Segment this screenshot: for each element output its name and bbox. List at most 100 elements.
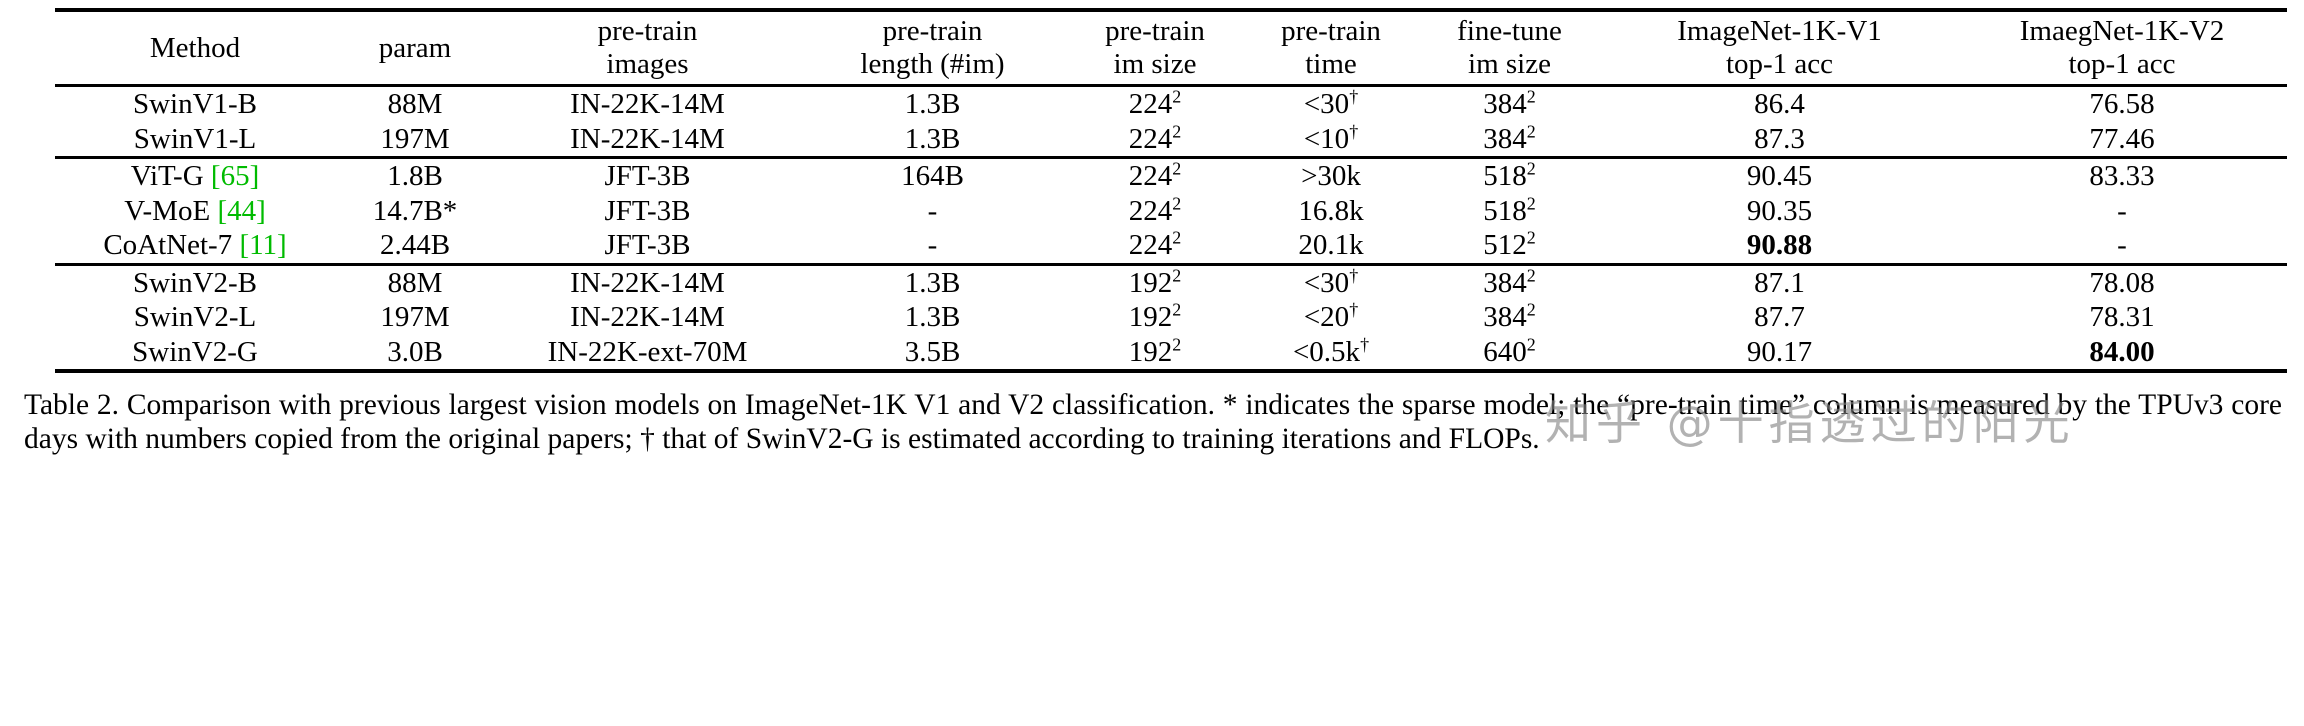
column-header-line: im size [1468, 48, 1551, 80]
column-header-line: time [1305, 48, 1357, 80]
table-cell: 2242 [1065, 228, 1245, 264]
column-header: pre-train images [495, 10, 800, 86]
cell-value: 640 [1483, 335, 1527, 368]
superscript: 2 [1172, 120, 1182, 141]
table-cell: 2242 [1065, 86, 1245, 122]
cell-value: 3.5B [904, 335, 961, 368]
table-cell: <0.5k† [1245, 335, 1417, 372]
table-header: Method param pre-train images pre-train lengt… [55, 10, 2287, 86]
cell-value: 224 [1128, 160, 1173, 192]
citation-link[interactable]: [11] [239, 229, 287, 261]
column-header: pre-train length (#im) [800, 10, 1065, 86]
cell-value: 78.31 [2089, 301, 2155, 333]
cell-value: <20 [1303, 301, 1350, 333]
table-cell: <30† [1245, 264, 1417, 300]
table-cell: 87.7 [1602, 300, 1957, 335]
table-cell: 88M [335, 264, 495, 300]
cell-value: 90.45 [1746, 160, 1813, 192]
cell-value: 3.0B [387, 335, 443, 368]
superscript: 2 [1526, 120, 1536, 141]
cell-value: 1.8B [387, 160, 443, 192]
table-caption: Table 2. Comparison with previous larges… [24, 388, 2282, 456]
cell-value: 88M [387, 88, 443, 120]
cell-value: JFT-3B [604, 229, 691, 261]
cell-value: <30 [1303, 266, 1350, 299]
table-cell: 1.3B [800, 264, 1065, 300]
table-cell: V-MoE [44] [55, 194, 335, 229]
table-cell: JFT-3B [495, 228, 800, 264]
superscript: 2 [1172, 192, 1182, 213]
cell-value: 224 [1128, 194, 1173, 227]
table-cell: 3.5B [800, 335, 1065, 372]
column-header-line: param [378, 31, 452, 64]
cell-value: 197M [380, 301, 450, 333]
table-cell: IN-22K-14M [495, 264, 800, 300]
results-table-container: Method param pre-train images pre-train lengt… [55, 8, 2287, 373]
table-row: SwinV1-B 88M IN-22K-14M 1.3B 2242 <30† 3842 86.… [55, 86, 2287, 122]
table-cell: 87.3 [1602, 122, 1957, 158]
table-cell: 1922 [1065, 335, 1245, 372]
table-cell: - [1957, 228, 2287, 264]
cell-value: 2.44B [379, 229, 451, 261]
cell-value: 1.3B [904, 88, 961, 120]
table-cell: 1922 [1065, 264, 1245, 300]
cell-value: 90.35 [1746, 194, 1813, 227]
cell-value: >30k [1301, 160, 1361, 192]
column-header-line: pre-train [1105, 15, 1205, 47]
column-header: fine-tune im size [1417, 10, 1602, 86]
table-cell: SwinV2-G [55, 335, 335, 372]
table-cell: SwinV2-L [55, 300, 335, 335]
cell-value: JFT-3B [604, 194, 691, 227]
table-cell: 5122 [1417, 228, 1602, 264]
cell-value: 87.3 [1754, 122, 1805, 155]
table-cell: 1.3B [800, 122, 1065, 158]
table-cell: JFT-3B [495, 158, 800, 194]
caption-text: Comparison with previous largest vision … [24, 389, 2283, 455]
citation-link[interactable]: [44] [217, 194, 266, 227]
superscript: 2 [1172, 333, 1182, 354]
cell-value: 20.1k [1298, 229, 1364, 261]
table-cell: 77.46 [1957, 122, 2287, 158]
table-cell: 6402 [1417, 335, 1602, 372]
column-header: param [335, 10, 495, 86]
table-cell: 2.44B [335, 228, 495, 264]
superscript: 2 [1526, 192, 1536, 213]
cell-value: IN-22K-14M [570, 88, 725, 120]
cell-value: - [927, 229, 938, 261]
cell-value: 77.46 [2089, 122, 2155, 155]
table-cell: <20† [1245, 300, 1417, 335]
cell-value: 192 [1128, 335, 1173, 368]
table-cell: <10† [1245, 122, 1417, 158]
column-header-line: top-1 acc [1725, 48, 1834, 80]
cell-value: 384 [1483, 266, 1527, 299]
cell-value: 14.7B* [372, 194, 458, 227]
column-header-line: im size [1113, 48, 1197, 80]
column-header-line: length (#im) [860, 48, 1005, 80]
cell-value: 518 [1483, 194, 1527, 227]
cell-value: 197M [380, 122, 450, 155]
table-cell: 3842 [1417, 86, 1602, 122]
superscript: 2 [1172, 158, 1182, 179]
cell-value: 1.3B [904, 301, 961, 333]
table-cell: 1.3B [800, 86, 1065, 122]
cell-value: <10 [1303, 122, 1350, 155]
citation-link[interactable]: [65] [210, 160, 260, 192]
column-header: Method [55, 10, 335, 86]
table-row: V-MoE [44] 14.7B* JFT-3B -2242 16.8k 5182 90.3… [55, 194, 2287, 229]
cell-value: 384 [1483, 122, 1527, 155]
superscript: † [1349, 264, 1359, 285]
table-cell: 2242 [1065, 158, 1245, 194]
cell-value: <0.5k [1292, 335, 1361, 368]
table-cell: 5182 [1417, 194, 1602, 229]
cell-value: 90.88 [1746, 229, 1813, 261]
superscript: † [1349, 86, 1359, 107]
column-header: pre-train im size [1065, 10, 1245, 86]
cell-value: 512 [1483, 229, 1527, 261]
cell-value: 88M [387, 266, 443, 299]
cell-value: IN-22K-14M [570, 301, 725, 333]
table-cell: ViT-G [65] [55, 158, 335, 194]
cell-value: IN-22K-ext-70M [547, 335, 748, 368]
column-header: ImaegNet-1K-V2 top-1 acc [1957, 10, 2287, 86]
table-cell: 90.45 [1602, 158, 1957, 194]
table-cell: SwinV1-L [55, 122, 335, 158]
